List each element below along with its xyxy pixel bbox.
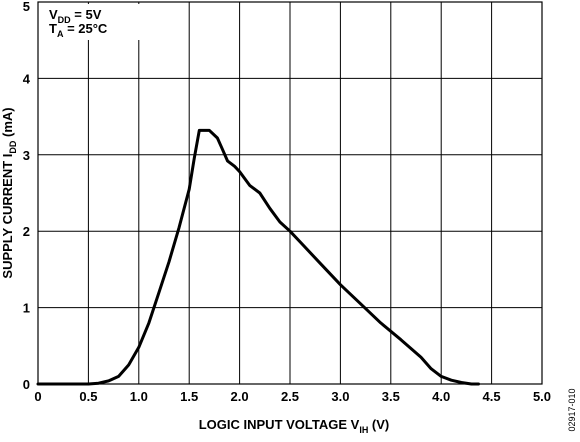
condition-ta: TA = 25°C [49,21,108,39]
supply-current-curve [36,128,480,386]
figure-id: 02917-010 [567,388,577,431]
x-tick-label: 0.5 [79,389,97,404]
x-tick-label: 2.5 [281,389,299,404]
x-tick-label: 2.0 [231,389,249,404]
grid-lines [38,2,542,384]
x-tick-label: 4.0 [432,389,450,404]
tick-labels: 0 0.5 1.0 1.5 2.0 2.5 3.0 3.5 4.0 4.5 5.0 0 1 2 3 4 5 [23,0,551,404]
plot-frame [37,1,543,385]
conditions-box: VDD = 5V TA = 25°C [43,4,141,40]
y-tick-label: 2 [23,224,30,239]
y-tick-label: 5 [23,0,30,14]
y-tick-label: 4 [23,71,31,86]
x-tick-label: 5.0 [533,389,551,404]
x-tick-label: 1.0 [130,389,148,404]
y-tick-label: 1 [23,301,30,316]
x-tick-label: 3.5 [382,389,400,404]
y-tick-label: 3 [23,148,30,163]
x-tick-label: 4.5 [483,389,501,404]
condition-vdd: VDD = 5V [49,7,102,25]
x-tick-label: 0 [34,389,41,404]
y-axis-title: SUPPLY CURRENT IDD (mA) [0,107,18,278]
x-tick-label: 1.5 [180,389,198,404]
conditions-box-background [43,4,141,40]
y-tick-label: 0 [23,377,30,392]
x-axis-title: LOGIC INPUT VOLTAGE VIH (V) [199,417,390,435]
x-tick-label: 3.0 [331,389,349,404]
